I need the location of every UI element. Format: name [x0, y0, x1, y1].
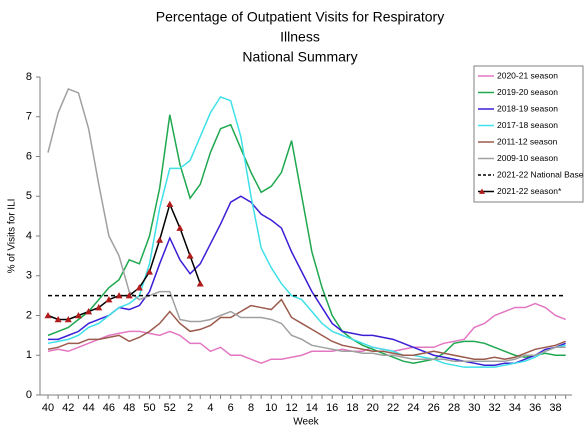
legend-label: 2017-18 season — [497, 120, 558, 130]
x-tick-label: 20 — [367, 402, 379, 414]
chart-title: Percentage of Outpatient Visits for Resp… — [156, 9, 444, 25]
x-tick-label: 10 — [265, 402, 277, 414]
x-tick-label: 16 — [326, 402, 338, 414]
legend-marker — [479, 188, 485, 194]
x-tick-label: 22 — [387, 402, 399, 414]
point-marker — [125, 292, 133, 299]
point-marker — [176, 224, 184, 231]
x-tick-label: 50 — [143, 402, 155, 414]
chart-title: Illness — [280, 29, 320, 45]
y-tick-label: 3 — [26, 270, 32, 282]
y-tick-label: 6 — [26, 150, 32, 162]
x-tick-label: 2 — [187, 402, 193, 414]
series-line — [47, 302, 566, 365]
legend-label: 2018-19 season — [497, 103, 558, 113]
point-marker — [74, 312, 82, 319]
legend-box — [473, 65, 584, 203]
x-tick-label: 6 — [228, 402, 234, 414]
y-axis-label: % of Visits for ILI — [7, 199, 18, 274]
x-tick-label: 52 — [164, 402, 176, 414]
x-tick-label: 32 — [488, 402, 500, 414]
y-tick-label: 2 — [26, 309, 32, 321]
chart-title: National Summary — [242, 49, 357, 65]
x-tick-label: 42 — [62, 402, 74, 414]
point-marker — [85, 308, 93, 315]
legend-label: 2021-22 season* — [497, 186, 562, 196]
point-marker — [166, 200, 174, 207]
series-line — [47, 95, 566, 368]
legend-label: 2020-21 season — [497, 70, 558, 80]
x-tick-label: 46 — [103, 402, 115, 414]
x-tick-label: 4 — [207, 402, 213, 414]
series-line — [47, 298, 566, 360]
point-marker — [44, 312, 52, 319]
x-tick-label: 18 — [346, 402, 358, 414]
point-marker — [146, 268, 153, 275]
x-tick-label: 24 — [407, 402, 419, 414]
x-tick-label: 14 — [306, 402, 318, 414]
series-line — [47, 201, 201, 321]
point-marker — [95, 304, 103, 311]
series-line — [47, 114, 566, 364]
x-tick-label: 8 — [248, 402, 254, 414]
point-marker — [105, 296, 113, 303]
x-axis-label: Week — [293, 417, 319, 428]
x-tick-label: 26 — [428, 402, 440, 414]
y-tick-label: 7 — [26, 111, 32, 123]
x-tick-label: 38 — [549, 402, 561, 414]
series-line — [48, 195, 566, 366]
y-tick-label: 4 — [26, 230, 32, 242]
x-tick-label: 44 — [82, 402, 94, 414]
x-tick-label: 34 — [509, 402, 521, 414]
point-marker — [196, 280, 204, 287]
x-tick-label: 36 — [529, 402, 541, 414]
legend-label: 2011-12 season — [497, 136, 558, 146]
legend-label: 2009-10 season — [497, 153, 558, 163]
x-tick-label: 40 — [42, 402, 54, 414]
y-tick-label: 5 — [26, 190, 32, 202]
point-marker — [115, 292, 123, 299]
legend-label: 2021-22 National Baseline — [497, 169, 584, 179]
y-tick-label: 0 — [26, 389, 32, 401]
x-tick-label: 28 — [448, 402, 460, 414]
point-marker — [54, 315, 62, 323]
point-marker — [186, 252, 194, 259]
x-tick-label: 48 — [123, 402, 135, 414]
y-tick-label: 1 — [26, 349, 32, 361]
point-marker — [64, 315, 72, 323]
point-marker — [135, 284, 143, 291]
x-tick-label: 30 — [468, 402, 480, 414]
legend-label: 2019-20 season — [497, 87, 558, 97]
y-tick-label: 8 — [26, 71, 32, 83]
point-marker — [156, 236, 164, 243]
x-tick-label: 12 — [285, 402, 297, 414]
